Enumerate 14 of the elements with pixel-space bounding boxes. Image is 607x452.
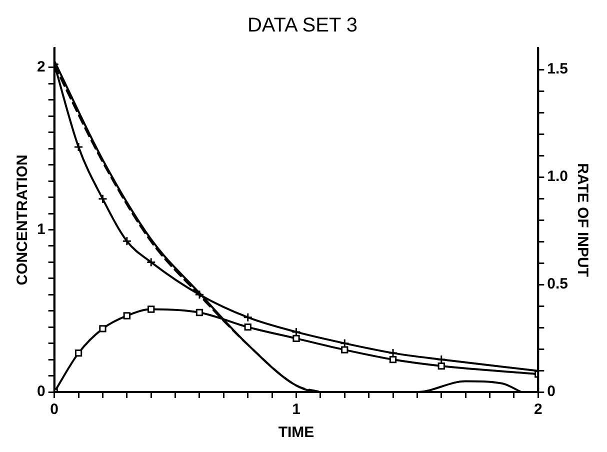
x-axis-title: TIME (278, 424, 314, 442)
y-tick-label: 2 (37, 58, 46, 76)
x-tick-label: 2 (534, 401, 542, 418)
x-tick-label: 1 (292, 401, 300, 418)
y2-axis-title: RATE OF INPUT (574, 163, 591, 277)
y2-tick-label: 0.5 (547, 276, 568, 293)
y-tick-label: 1 (37, 220, 46, 238)
y2-tick-label: 1.0 (547, 168, 568, 186)
y-axis-title: CONCENTRATION (14, 154, 32, 286)
chart-title: DATA SET 3 (247, 14, 358, 37)
y2-tick-label: 0 (547, 383, 556, 400)
y2-tick-label: 1.5 (547, 60, 568, 78)
y-tick-label: 0 (37, 383, 46, 400)
x-tick-label: 0 (50, 401, 59, 418)
